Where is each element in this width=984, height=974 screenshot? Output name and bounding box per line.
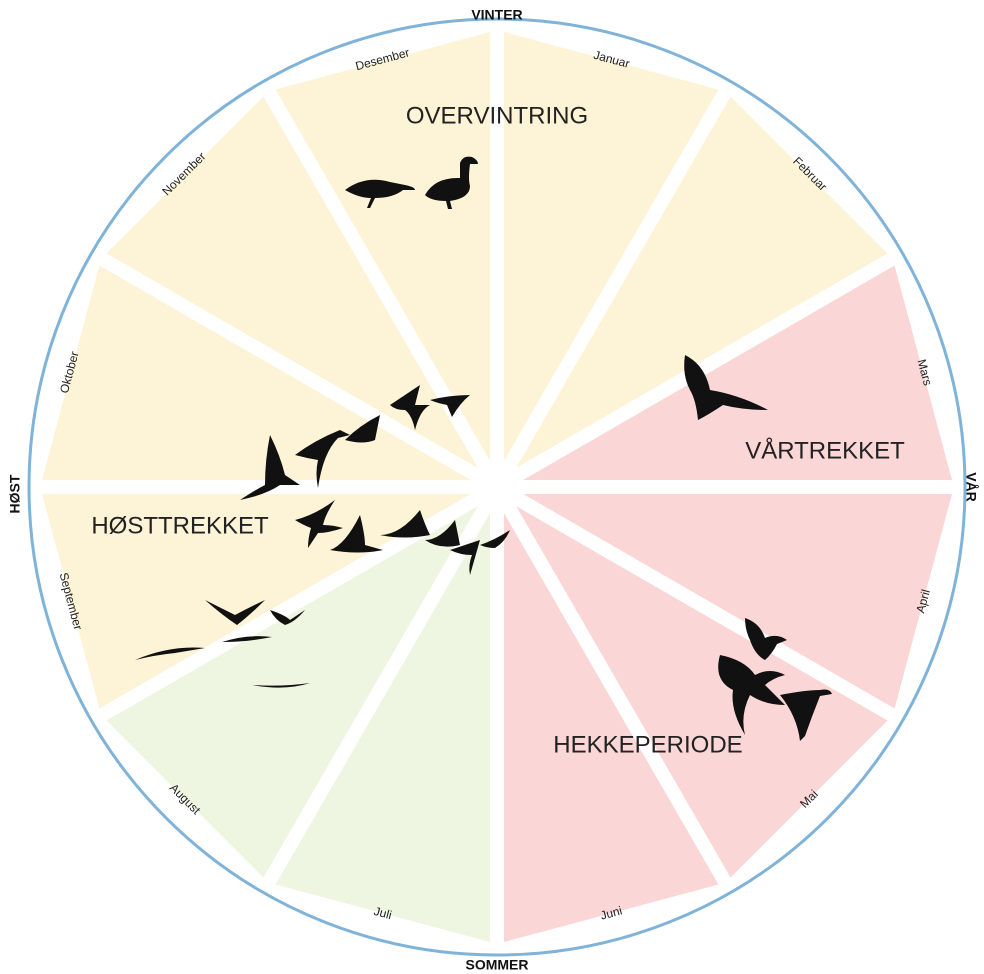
- season-wheel: JanuarFebruarMarsAprilMaiJuniJuliAugustS…: [0, 0, 984, 974]
- phase-label: HEKKEPERIODE: [553, 731, 742, 758]
- season-label: VÅR: [963, 472, 979, 502]
- phase-label: OVERVINTRING: [406, 102, 588, 129]
- season-label: VINTER: [471, 7, 522, 23]
- phase-label: HØSTTREKKET: [91, 512, 269, 539]
- phase-label: VÅRTREKKET: [745, 436, 905, 464]
- season-label: SOMMER: [466, 957, 529, 973]
- outer-ring: [29, 19, 965, 955]
- season-label: HØST: [7, 474, 23, 513]
